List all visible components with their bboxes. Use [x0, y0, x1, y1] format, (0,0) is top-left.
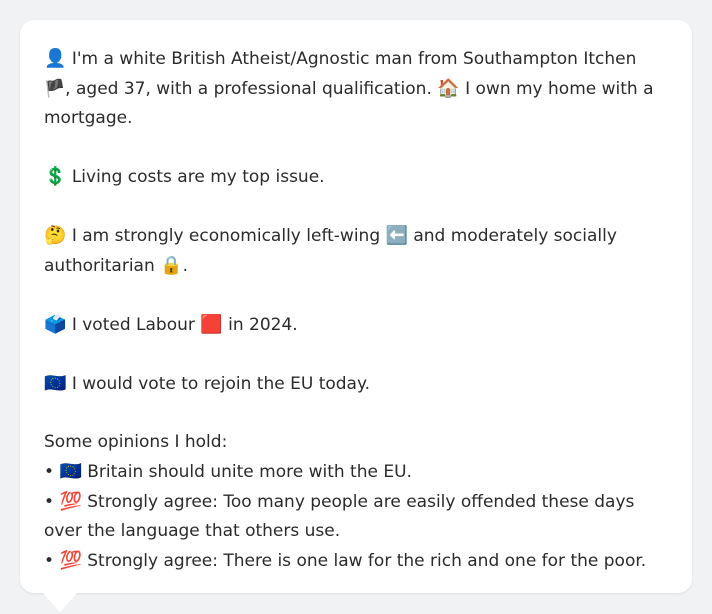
eu-paragraph: 🇪🇺 I would vote to rejoin the EU today. — [44, 369, 668, 399]
ideology-end: . — [182, 256, 188, 276]
lock-icon: 🔒 — [160, 255, 183, 276]
hundred-points-icon: 💯 — [59, 491, 82, 512]
list-item: • 🇪🇺 Britain should unite more with the … — [44, 457, 668, 487]
vote-paragraph: 🗳️ I voted Labour 🟥 in 2024. — [44, 310, 668, 340]
ideology-text: I am strongly economically left-wing — [71, 226, 386, 246]
bullet: • — [44, 462, 55, 482]
opinion-text: Strongly agree: There is one law for the… — [87, 551, 647, 571]
left-arrow-icon: ⬅️ — [385, 225, 408, 246]
intro-text: I'm a white British Atheist/Agnostic man… — [44, 49, 637, 99]
dollar-icon: 💲 — [44, 166, 67, 187]
eu-text: I would vote to rejoin the EU today. — [71, 374, 371, 394]
vote-text-2: in 2024. — [222, 315, 298, 335]
hundred-points-icon: 💯 — [59, 550, 82, 571]
ballot-box-icon: 🗳️ — [44, 314, 67, 335]
vote-text: I voted Labour — [71, 315, 201, 335]
person-icon: 👤 — [44, 48, 67, 69]
bullet: • — [44, 492, 55, 512]
opinion-text: Britain should unite more with the EU. — [87, 462, 412, 482]
issue-paragraph: 💲 Living costs are my top issue. — [44, 162, 668, 192]
opinion-text: Strongly agree: Too many people are easi… — [44, 492, 635, 541]
thinking-face-icon: 🤔 — [44, 225, 67, 246]
eu-flag-icon: 🇪🇺 — [59, 461, 82, 482]
ideology-paragraph: 🤔 I am strongly economically left-wing ⬅… — [44, 221, 668, 281]
opinions-heading: Some opinions I hold: — [44, 432, 228, 452]
opinions-section: Some opinions I hold: • 🇪🇺 Britain shoul… — [44, 428, 668, 576]
bubble-tail — [42, 592, 78, 612]
red-square-icon: 🟥 — [200, 314, 223, 335]
house-icon: 🏠 — [437, 78, 460, 99]
profile-message: 👤 I'm a white British Atheist/Agnostic m… — [44, 44, 668, 576]
intro-paragraph: 👤 I'm a white British Atheist/Agnostic m… — [44, 44, 668, 133]
intro-text-2: , aged 37, with a professional qualifica… — [65, 79, 438, 99]
home-text: I own my home with a mortgage. — [44, 79, 654, 128]
message-bubble: 👤 I'm a white British Atheist/Agnostic m… — [20, 20, 692, 593]
issue-text: Living costs are my top issue. — [71, 167, 325, 187]
eu-flag-icon: 🇪🇺 — [44, 373, 67, 394]
ideology-text-2: and moderately socially authoritarian — [44, 226, 617, 276]
list-item: • 💯 Strongly agree: Too many people are … — [44, 487, 668, 546]
bullet: • — [44, 551, 55, 571]
list-item: • 💯 Strongly agree: There is one law for… — [44, 546, 668, 576]
